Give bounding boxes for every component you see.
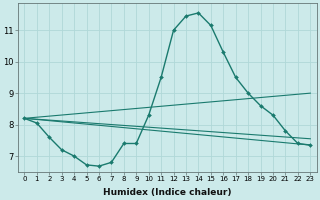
- X-axis label: Humidex (Indice chaleur): Humidex (Indice chaleur): [103, 188, 232, 197]
